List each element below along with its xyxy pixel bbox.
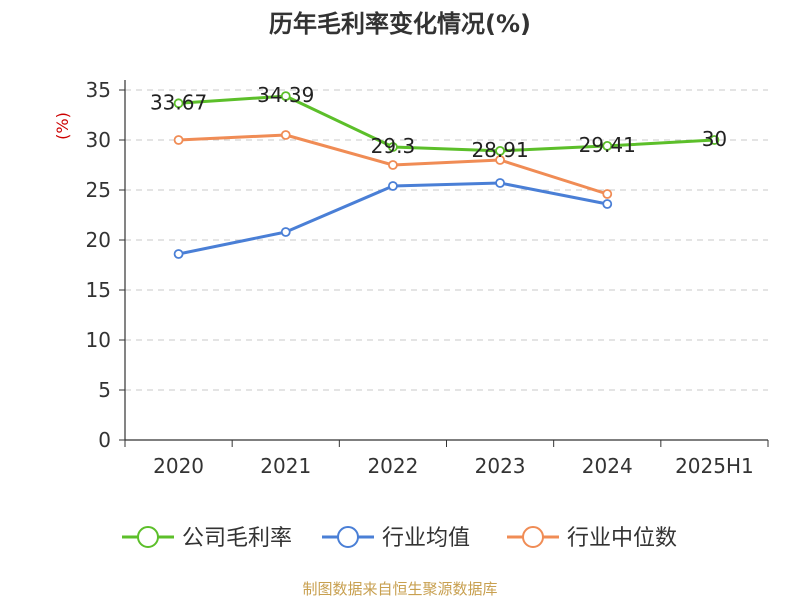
y-tick-label: 30 xyxy=(86,128,111,152)
data-labels: 33.67 34.39 29.3 28.91 29.41 30 xyxy=(150,83,727,162)
y-tick-label: 15 xyxy=(86,278,111,302)
axes xyxy=(119,80,769,447)
x-tick-label: 2024 xyxy=(582,454,633,478)
series-3 xyxy=(173,130,613,199)
legend-marker xyxy=(337,526,359,548)
legend-item[interactable]: 行业均值 xyxy=(322,526,470,551)
legend-label: 行业均值 xyxy=(382,526,470,551)
series-1 xyxy=(173,91,720,156)
data-label: 29.3 xyxy=(371,134,416,158)
data-point[interactable] xyxy=(173,135,184,145)
data-point[interactable] xyxy=(495,178,505,188)
y-axis-ticks: 0 5 10 15 20 25 30 35 xyxy=(86,78,111,452)
y-tick-label: 5 xyxy=(98,378,111,402)
data-point[interactable] xyxy=(173,249,184,259)
source-note: 制图数据来自恒生聚源数据库 xyxy=(302,580,497,598)
data-point[interactable] xyxy=(388,142,398,152)
data-label: 28.91 xyxy=(471,138,528,162)
y-tick-label: 0 xyxy=(98,428,111,452)
y-tick-label: 35 xyxy=(86,78,111,102)
legend-marker xyxy=(137,526,159,548)
data-point[interactable] xyxy=(602,199,613,209)
data-point[interactable] xyxy=(495,145,505,156)
y-axis-label: (%) xyxy=(53,112,72,140)
chart-title: 历年毛利率变化情况(%) xyxy=(269,10,531,38)
y-tick-label: 10 xyxy=(86,328,111,352)
x-tick-label: 2023 xyxy=(475,454,526,478)
data-point[interactable] xyxy=(388,181,398,191)
series-line xyxy=(178,94,715,153)
x-tick-label: 2021 xyxy=(260,454,311,478)
data-point[interactable] xyxy=(495,155,505,165)
data-label: 33.67 xyxy=(150,90,207,114)
data-point[interactable] xyxy=(602,140,613,151)
data-point[interactable] xyxy=(280,91,291,101)
data-label: 34.39 xyxy=(257,83,314,107)
data-label: 30 xyxy=(702,127,727,151)
legend-label: 公司毛利率 xyxy=(182,526,292,551)
data-point[interactable] xyxy=(280,130,291,140)
series-group xyxy=(173,91,720,259)
data-point[interactable] xyxy=(602,189,613,199)
x-tick-label: 2020 xyxy=(153,454,204,478)
legend-item[interactable]: 公司毛利率 xyxy=(122,526,292,551)
y-tick-label: 25 xyxy=(86,178,111,202)
series-2 xyxy=(173,178,613,259)
x-tick-label: 2022 xyxy=(367,454,418,478)
series-line xyxy=(178,181,608,256)
grid-lines xyxy=(125,89,768,391)
legend-marker xyxy=(522,526,544,548)
legend[interactable]: 公司毛利率 行业均值 行业中位数 xyxy=(122,526,677,551)
data-label: 29.41 xyxy=(579,133,636,157)
data-point[interactable] xyxy=(709,135,720,145)
legend-label: 行业中位数 xyxy=(567,526,677,551)
data-point[interactable] xyxy=(388,160,398,170)
data-point[interactable] xyxy=(173,98,184,109)
x-tick-label: 2025H1 xyxy=(675,454,754,478)
data-point[interactable] xyxy=(280,227,291,237)
legend-item[interactable]: 行业中位数 xyxy=(507,526,677,551)
y-tick-label: 20 xyxy=(86,228,111,252)
x-axis-ticks: 2020 2021 2022 2023 2024 2025H1 xyxy=(153,454,754,478)
